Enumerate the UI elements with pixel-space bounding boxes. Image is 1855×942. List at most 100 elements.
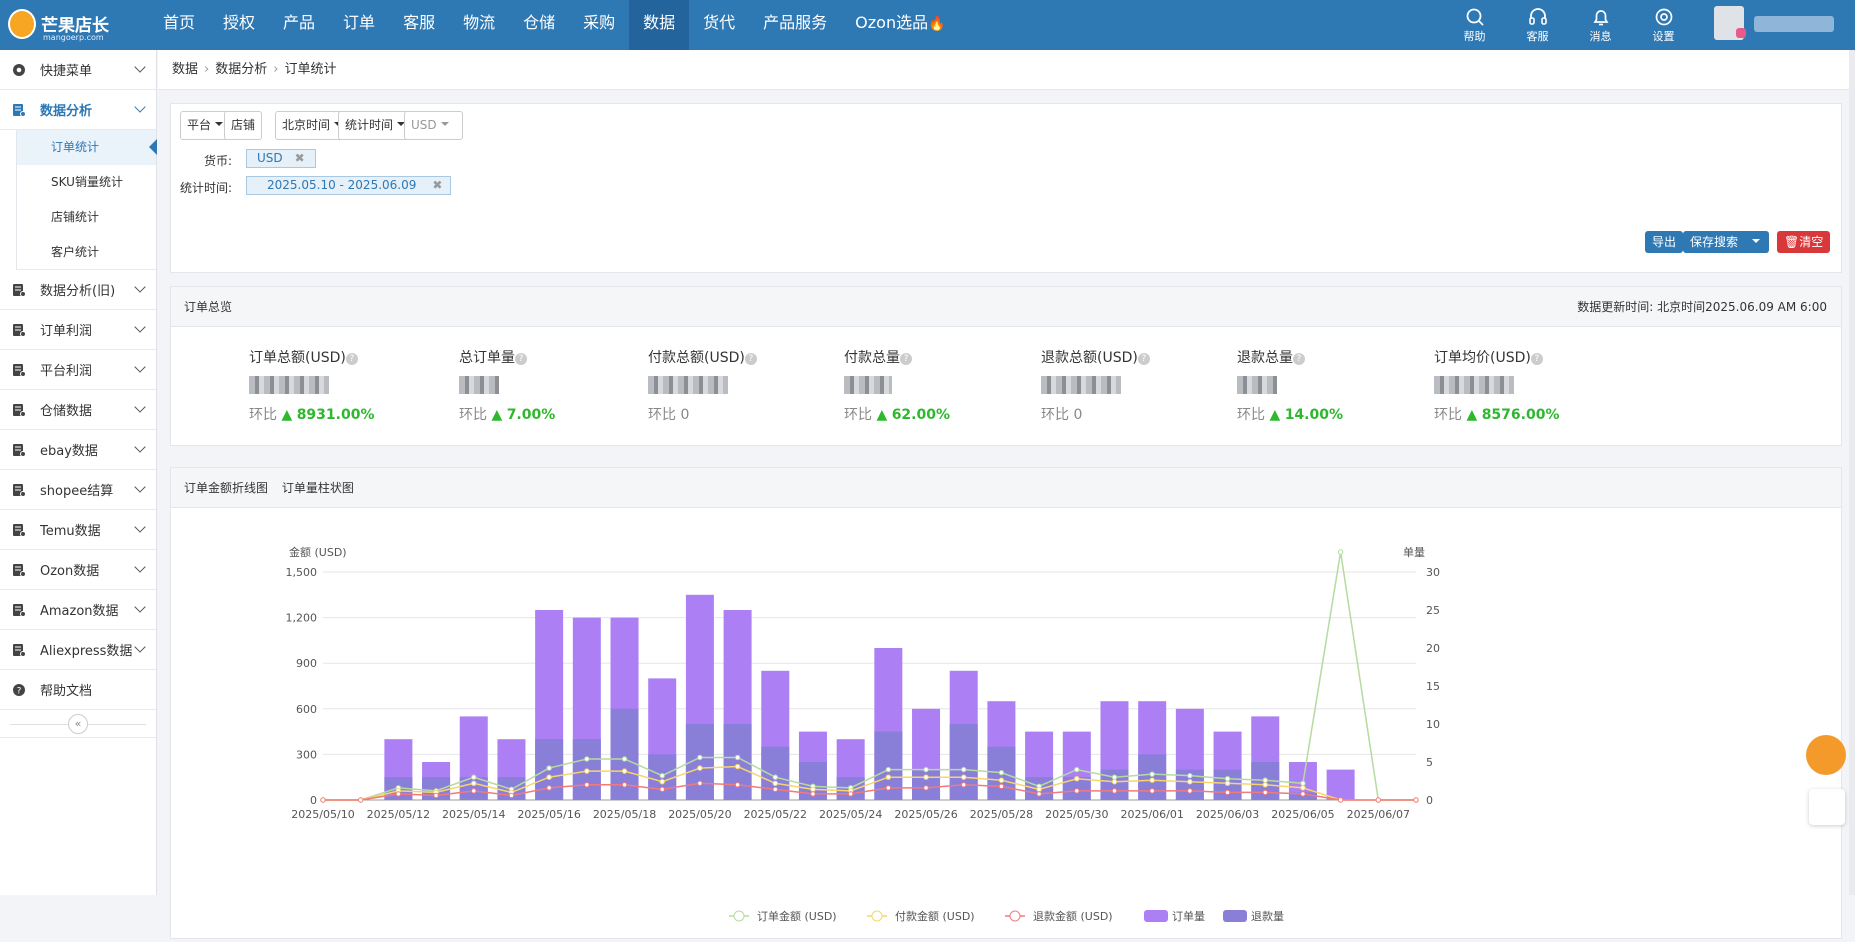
stat-label: 总订单量 — [459, 350, 515, 366]
help-icon: ? — [13, 683, 25, 696]
line-point — [734, 763, 741, 770]
clear-label: 清空 — [1799, 235, 1824, 249]
nav-logistics[interactable]: 物流 — [463, 13, 496, 32]
scrollbar[interactable] — [1849, 50, 1855, 895]
export-button[interactable]: 导出 — [1645, 231, 1684, 253]
breadcrumb-data[interactable]: 数据 — [172, 62, 199, 77]
sidebar-sub-order-stats[interactable]: 订单统计 — [16, 130, 157, 165]
line-point — [1149, 788, 1155, 794]
help-button[interactable]: 帮助 — [1443, 0, 1506, 50]
remove-icon[interactable]: ✖ — [432, 178, 443, 192]
clear-button[interactable]: 🗑清空 — [1777, 231, 1831, 253]
app-logo[interactable]: 芒果店长 mangoerp.com — [8, 5, 148, 45]
breadcrumb-sep-icon: › — [273, 62, 279, 77]
service-button[interactable]: 客服 — [1506, 0, 1569, 50]
stat-value-blurred — [648, 376, 728, 394]
line-point — [697, 754, 703, 761]
user-avatar-area[interactable] — [1714, 6, 1842, 42]
help-icon[interactable]: ? — [1293, 353, 1305, 365]
sidebar-item-order-profit[interactable]: 订单利润 — [0, 310, 156, 350]
help-icon[interactable]: ? — [515, 353, 527, 365]
stat-card: 订单均价(USD)? 环比 ▲ 8576.00% — [1434, 347, 1614, 424]
line-point — [659, 772, 665, 779]
nav-warehouse[interactable]: 仓储 — [523, 13, 556, 32]
y2-tick-label: 25 — [1426, 604, 1440, 617]
sidebar-item-ebay-data[interactable]: ebay数据 — [0, 430, 156, 470]
sidebar-item-platform-profit[interactable]: 平台利润 — [0, 350, 156, 390]
line-point — [546, 765, 552, 771]
stat-change: 8576.00% — [1481, 407, 1560, 423]
nav-data[interactable]: 数据 — [629, 0, 690, 50]
sidebar-item-warehouse-data[interactable]: 仓储数据 — [0, 390, 156, 430]
stats-row: 订单总额(USD)? 环比 ▲ 8931.00% 总订单量? 环比 ▲ 7.00% 付款… — [171, 327, 1841, 447]
assistant-icon[interactable] — [1806, 735, 1846, 775]
line-point — [659, 786, 665, 793]
nav-purchase[interactable]: 采购 — [583, 13, 616, 32]
chart-icon — [13, 643, 26, 657]
line-point — [1074, 766, 1080, 773]
caret-down-icon — [397, 122, 406, 130]
chart-icon — [13, 323, 26, 337]
sidebar-item-help-docs[interactable]: ? 帮助文档 — [0, 670, 156, 710]
svg-text:?: ? — [17, 686, 22, 696]
tab-qty-bar[interactable]: 订单量柱状图 — [281, 481, 354, 495]
help-icon[interactable]: ? — [1530, 353, 1543, 365]
tab-amount-line[interactable]: 订单金额折线图 — [184, 481, 269, 495]
nav-home[interactable]: 首页 — [163, 13, 196, 32]
save-search-button[interactable]: 保存搜索 — [1683, 231, 1769, 253]
sidebar-sub-sku-sales[interactable]: SKU销量统计 — [16, 165, 156, 200]
nav-ozon-selection[interactable]: Ozon选品🔥 — [841, 0, 959, 50]
line-series — [323, 765, 1416, 801]
nav-product-service[interactable]: 产品服务 — [763, 13, 828, 32]
sidebar-item-data-analysis[interactable]: 数据分析 — [0, 90, 156, 130]
breadcrumb-analysis[interactable]: 数据分析 — [215, 62, 268, 77]
nav-order[interactable]: 订单 — [343, 13, 376, 32]
sidebar-item-ozon-data[interactable]: Ozon数据 — [0, 550, 156, 590]
message-button[interactable]: 消息 — [1569, 0, 1632, 50]
stat-label: 订单均价(USD) — [1434, 350, 1531, 366]
store-button[interactable]: 店铺 — [224, 111, 263, 140]
nav-auth[interactable]: 授权 — [223, 13, 256, 32]
nav-forwarder[interactable]: 货代 — [703, 13, 736, 32]
settings-button[interactable]: 设置 — [1632, 0, 1695, 50]
overview-header: 订单总览 数据更新时间: 北京时间2025.06.09 AM 6:00 — [171, 287, 1841, 327]
x-tick-label: 2025/05/24 — [819, 808, 882, 821]
stat-cmp-prefix: 环比 — [1041, 407, 1069, 423]
line-point — [1111, 779, 1118, 785]
sidebar-item-amazon-data[interactable]: Amazon数据 — [0, 590, 156, 630]
fire-icon: 🔥 — [928, 16, 946, 32]
sidebar-item-shopee-settle[interactable]: shopee结算 — [0, 470, 156, 510]
sidebar-sub-store-stats[interactable]: 店铺统计 — [16, 200, 156, 235]
x-tick-label: 2025/05/20 — [668, 808, 731, 821]
legend-swatch-icon — [1144, 910, 1168, 922]
gear-icon — [13, 63, 25, 76]
sidebar-item-quick-menu[interactable]: 快捷菜单 — [0, 50, 156, 90]
line-point — [810, 791, 816, 797]
help-icon[interactable]: ? — [345, 353, 358, 365]
breadcrumb: 数据 › 数据分析 › 订单统计 — [158, 50, 1855, 90]
feedback-icon[interactable] — [1809, 789, 1845, 825]
y2-tick-label: 5 — [1426, 756, 1433, 769]
currency-dd-label: USD — [411, 118, 437, 132]
stat-time-dropdown[interactable]: 统计时间 — [338, 111, 413, 140]
sidebar-item-temu-data[interactable]: Temu数据 — [0, 510, 156, 550]
collapse-sidebar-button[interactable]: « — [68, 713, 88, 734]
help-icon[interactable]: ? — [900, 353, 912, 365]
sidebar-sub-customer-stats[interactable]: 客户统计 — [16, 235, 156, 270]
help-icon[interactable]: ? — [744, 353, 757, 365]
help-icon[interactable]: ? — [1137, 353, 1150, 365]
platform-dropdown[interactable]: 平台 — [180, 111, 231, 140]
settings-label: 设置 — [1652, 30, 1675, 43]
nav-product[interactable]: 产品 — [283, 13, 316, 32]
line-point — [1036, 786, 1042, 793]
currency-dropdown[interactable]: USD — [404, 111, 463, 140]
sidebar-item-data-analysis-old[interactable]: 数据分析(旧) — [0, 270, 156, 310]
remove-icon[interactable]: ✖ — [294, 151, 305, 165]
timezone-dropdown[interactable]: 北京时间 — [275, 111, 350, 140]
sidebar-item-label: Amazon数据 — [40, 604, 119, 619]
top-navbar: 芒果店长 mangoerp.com 首页 授权 产品 订单 客服 物流 仓储 采… — [0, 0, 1855, 50]
breadcrumb-sep-icon: › — [204, 62, 210, 77]
sidebar-item-aliexpress-data[interactable]: Aliexpress数据 — [0, 630, 156, 670]
line-point — [772, 774, 778, 780]
nav-service[interactable]: 客服 — [403, 13, 436, 32]
